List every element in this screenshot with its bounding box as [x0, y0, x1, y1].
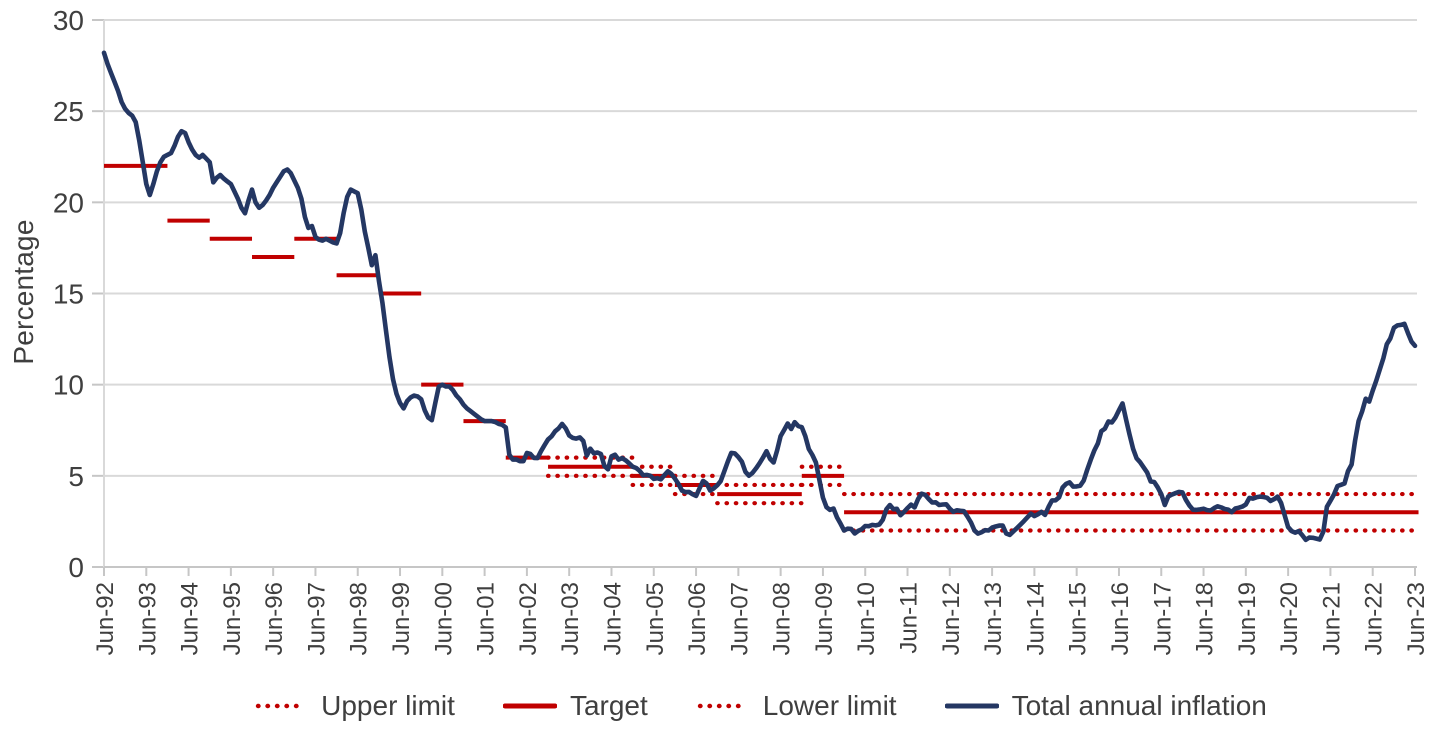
x-tick-label: Jun-12 — [938, 582, 965, 655]
legend-label: Total annual inflation — [1011, 690, 1267, 721]
x-tick-label: Jun-08 — [769, 582, 796, 655]
x-tick-label: Jun-97 — [303, 582, 330, 655]
x-tick-label: Jun-92 — [92, 582, 119, 655]
x-tick-label: Jun-05 — [642, 582, 669, 655]
x-tick-label: Jun-93 — [134, 582, 161, 655]
x-tick-label: Jun-96 — [261, 582, 288, 655]
x-tick-label: Jun-20 — [1276, 582, 1303, 655]
x-tick-label: Jun-14 — [1022, 582, 1049, 655]
y-tick-label: 25 — [53, 96, 84, 127]
solid-line-icon — [944, 703, 999, 709]
x-tick-label: Jun-99 — [388, 582, 415, 655]
x-tick-label: Jun-94 — [177, 582, 204, 655]
x-tick-label: Jun-15 — [1065, 582, 1092, 655]
legend-item-lower-limit: Lower limit — [696, 690, 897, 722]
x-tick-label: Jun-03 — [557, 582, 584, 655]
x-tick-label: Jun-06 — [684, 582, 711, 655]
x-tick-label: Jun-19 — [1234, 582, 1261, 655]
x-tick-label: Jun-01 — [473, 582, 500, 655]
x-tick-label: Jun-00 — [430, 582, 457, 655]
x-tick-label: Jun-21 — [1318, 582, 1345, 655]
x-tick-label: Jun-13 — [980, 582, 1007, 655]
total-annual-inflation-line — [101, 50, 1418, 543]
x-tick-label: Jun-23 — [1403, 582, 1430, 655]
x-tick-label: Jun-95 — [219, 582, 246, 655]
y-tick-label: 20 — [53, 187, 84, 218]
x-tick-label: Jun-04 — [599, 582, 626, 655]
y-tick-label: 30 — [53, 5, 84, 36]
x-tick-label: Jun-02 — [515, 582, 542, 655]
x-tick-label: Jun-09 — [811, 582, 838, 655]
x-tick-label: Jun-16 — [1107, 582, 1134, 655]
solid-line-icon — [502, 703, 557, 709]
legend-label: Lower limit — [762, 690, 897, 721]
y-tick-label: 0 — [68, 552, 84, 583]
x-tick-label: Jun-98 — [346, 582, 373, 655]
y-tick-label: 10 — [53, 370, 84, 401]
dotted-line-icon — [255, 703, 307, 709]
legend-label: Upper limit — [321, 690, 455, 721]
x-tick-label: Jun-17 — [1149, 582, 1176, 655]
legend-item-target: Target — [502, 690, 648, 722]
x-tick-label: Jun-22 — [1361, 582, 1388, 655]
y-axis-title: Percentage — [8, 219, 39, 365]
x-tick-label: Jun-07 — [726, 582, 753, 655]
x-tick-label: Jun-10 — [853, 582, 880, 655]
y-tick-label: 5 — [68, 461, 84, 492]
legend-item-total-annual-inflation: Total annual inflation — [944, 690, 1267, 722]
legend-label: Target — [569, 690, 648, 721]
legend-item-upper-limit: Upper limit — [254, 690, 455, 722]
y-tick-label: 15 — [53, 279, 84, 310]
x-tick-label: Jun-18 — [1192, 582, 1219, 655]
dotted-line-icon — [697, 703, 748, 709]
chart-legend: Upper limit Target Lower limit Total ann… — [104, 686, 1417, 726]
x-tick-label: Jun-11 — [896, 582, 923, 654]
